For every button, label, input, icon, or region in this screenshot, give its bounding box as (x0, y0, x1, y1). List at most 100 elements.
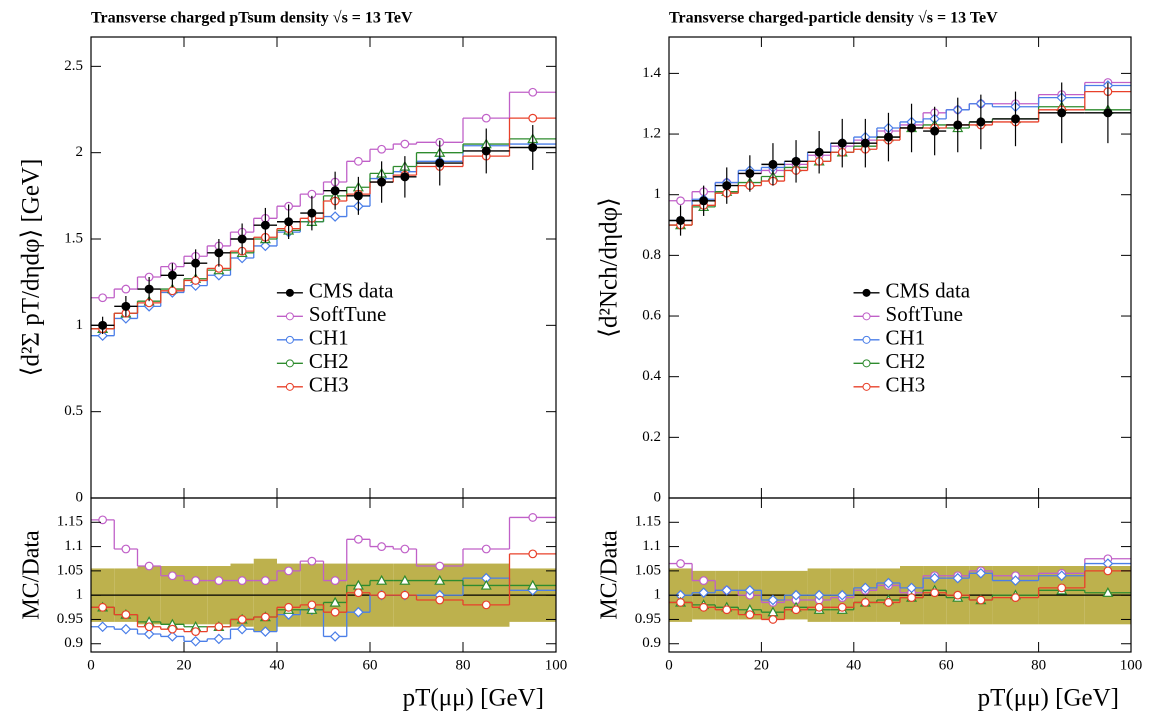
mc-marker (329, 631, 341, 642)
mc-marker (376, 574, 388, 585)
y-tick-label: 2 (76, 144, 84, 160)
data-point (481, 146, 491, 156)
mc-marker (191, 276, 201, 285)
mc-marker (214, 576, 224, 585)
mc-marker (676, 559, 685, 568)
mc-marker (699, 602, 709, 612)
data-point (791, 156, 801, 166)
data-point (284, 217, 294, 227)
mc-marker (121, 610, 131, 619)
y-axis-label: ⟨d²Σ pT/dηdφ⟩ [GeV] (18, 159, 45, 377)
data-point (1103, 108, 1113, 118)
legend-label: CH1 (309, 326, 349, 350)
legend-marker (285, 382, 294, 391)
mc-marker (528, 513, 538, 522)
legend-marker (285, 359, 294, 368)
x-tick-label: 80 (1031, 657, 1046, 673)
mc-marker (400, 544, 410, 554)
mc-marker (698, 587, 709, 599)
data-point (191, 258, 201, 268)
data-point (400, 172, 410, 182)
mc-marker (399, 574, 411, 585)
data-point (377, 177, 387, 187)
legend-marker (862, 382, 871, 391)
x-tick-label: 80 (456, 657, 471, 673)
mc-marker (330, 607, 340, 617)
mc-marker (260, 612, 270, 622)
mc-marker (377, 542, 387, 551)
y-tick-label: 1 (654, 587, 662, 603)
legend-label: SoftTune (886, 302, 963, 326)
mc-marker (284, 566, 294, 576)
legend-label: SoftTune (309, 302, 386, 326)
mc-marker (237, 576, 247, 585)
data-point (837, 138, 847, 148)
mc-marker (260, 626, 271, 637)
mc-marker (435, 561, 445, 571)
y-tick-label: 1 (76, 587, 84, 603)
mc-marker (884, 598, 893, 607)
data-point (214, 248, 224, 258)
x-tick-label: 40 (270, 657, 285, 673)
mc-marker (676, 196, 685, 206)
y-tick-label: 0.5 (64, 403, 83, 419)
mc-marker (213, 633, 225, 645)
mc-marker (377, 144, 387, 154)
mc-marker (745, 610, 755, 619)
x-tick-label: 40 (846, 657, 861, 673)
mc-marker (434, 574, 446, 585)
mc-marker (400, 139, 410, 149)
data-point (121, 301, 131, 311)
mc-marker (121, 284, 131, 294)
mc-marker (699, 576, 709, 585)
mc-marker (260, 576, 270, 585)
mc-marker (97, 330, 108, 342)
legend-marker (285, 335, 294, 344)
mc-marker (1011, 593, 1020, 602)
mc-marker (167, 571, 177, 581)
mc-marker (191, 576, 201, 585)
mc-marker (307, 556, 317, 566)
mc-marker (767, 594, 779, 606)
mc-marker (1103, 566, 1113, 576)
mc-marker (1057, 583, 1067, 593)
mc-marker (377, 590, 387, 600)
mc-marker (791, 605, 801, 615)
mc-marker (284, 602, 294, 612)
mc-marker (722, 605, 732, 615)
mc-marker (480, 579, 492, 590)
mc-marker (1056, 570, 1068, 582)
mc-marker (330, 576, 340, 585)
x-tick-label: 100 (1120, 657, 1143, 673)
data-point (260, 220, 270, 230)
mc-marker (528, 113, 538, 123)
y-tick-label: 1.05 (57, 562, 83, 578)
y-tick-label: 0.6 (642, 307, 661, 323)
y-tick-label: 2.5 (64, 58, 83, 74)
mc-marker (167, 624, 177, 634)
mc-marker (481, 544, 491, 554)
mc-marker (1102, 586, 1114, 597)
mc-marker (481, 113, 491, 123)
mc-marker (836, 589, 848, 601)
mc-marker (167, 631, 178, 642)
x-tick-label: 0 (665, 657, 673, 673)
mc-marker (860, 598, 870, 607)
y-tick-label: 1 (654, 186, 662, 202)
mc-marker (190, 635, 201, 647)
mc-marker (790, 589, 802, 601)
mc-marker (676, 598, 685, 607)
legend-label: CH3 (309, 373, 349, 397)
data-point (860, 138, 870, 148)
mc-marker (167, 286, 177, 296)
mc-marker (306, 603, 318, 614)
mc-marker (353, 156, 363, 166)
mc-marker (929, 572, 940, 584)
mc-marker (527, 579, 539, 590)
y-tick-label: 1.4 (642, 65, 661, 81)
mc-marker (930, 588, 940, 598)
mc-marker (400, 590, 410, 600)
data-point (98, 320, 108, 330)
data-point (1057, 108, 1067, 118)
